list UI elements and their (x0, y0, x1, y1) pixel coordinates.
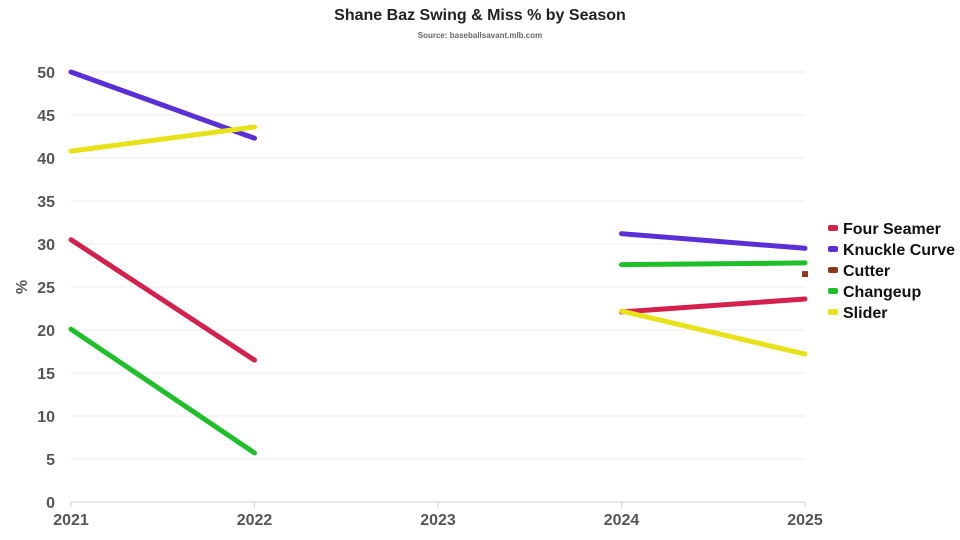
legend-label: Changeup (843, 284, 921, 301)
x-tick-label: 2023 (420, 512, 456, 529)
series-line-changeup (68, 326, 257, 456)
y-tick-label: 45 (37, 108, 55, 125)
y-tick-label: 0 (46, 495, 55, 512)
series-line-changeup (619, 260, 808, 268)
legend-swatch (828, 288, 838, 294)
legend-label: Four Seamer (843, 221, 941, 238)
y-tick-label: 30 (37, 237, 55, 254)
y-tick-label: 25 (37, 280, 55, 297)
y-tick-label: 50 (37, 65, 55, 82)
y-tick-label: 5 (46, 452, 55, 469)
legend-label: Cutter (843, 263, 890, 280)
series-line-knuckle-curve (619, 231, 808, 251)
x-tick-label: 2024 (604, 512, 640, 529)
series-line-four-seamer (68, 237, 257, 363)
y-tick-label: 20 (37, 323, 55, 340)
y-tick-label: 40 (37, 151, 55, 168)
x-tick-label: 2021 (53, 512, 89, 529)
y-tick-label: 15 (37, 366, 55, 383)
y-tick-label: 10 (37, 409, 55, 426)
chart-title: Shane Baz Swing & Miss % by Season (334, 7, 626, 24)
y-axis-label: % (14, 280, 31, 294)
data-point-cutter (802, 271, 808, 278)
series-line-slider (619, 308, 808, 357)
x-tick-label: 2025 (787, 512, 823, 529)
legend-swatch (828, 246, 838, 252)
legend-swatch (828, 309, 838, 315)
series-line-four-seamer (619, 296, 808, 315)
legend-label: Slider (843, 305, 887, 322)
series-line-knuckle-curve (68, 69, 257, 141)
x-tick-label: 2022 (237, 512, 273, 529)
legend-swatch (828, 225, 838, 231)
y-tick-label: 35 (37, 194, 55, 211)
legend-label: Knuckle Curve (843, 242, 955, 259)
series-line-slider (68, 124, 257, 154)
chart-subtitle: Source: baseballsavant.mlb.com (417, 31, 543, 40)
legend-swatch (828, 267, 838, 273)
